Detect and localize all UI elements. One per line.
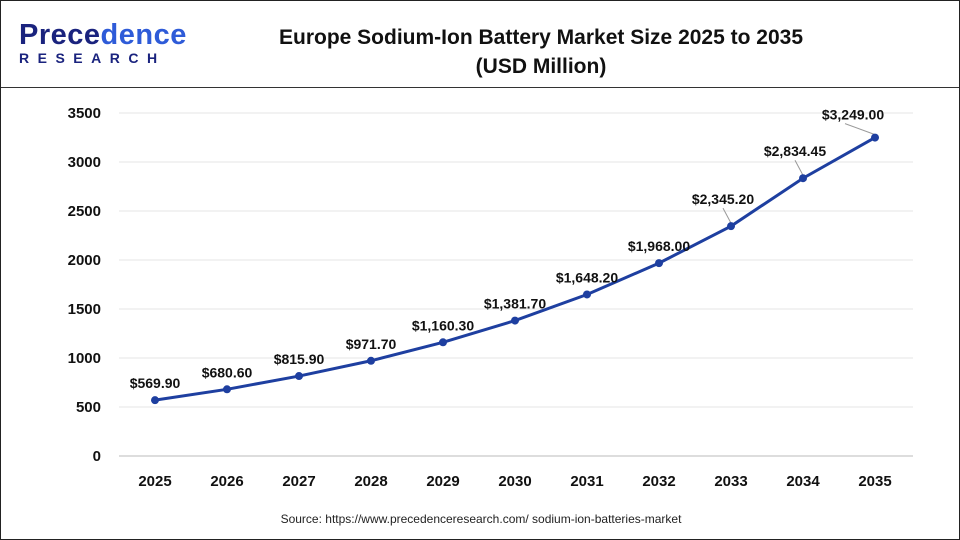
x-tick-label: 2033 [714, 473, 747, 490]
data-label: $2,345.20 [692, 191, 754, 207]
data-label: $680.60 [202, 364, 253, 380]
data-point [655, 259, 663, 268]
data-label: $1,648.20 [556, 269, 618, 285]
y-tick-label: 500 [76, 399, 101, 416]
x-tick-label: 2034 [786, 473, 820, 490]
data-label: $3,249.00 [822, 107, 884, 123]
data-point [151, 396, 159, 405]
title-line-2: (USD Million) [475, 55, 607, 78]
data-point [871, 133, 879, 142]
label-leader-line [844, 123, 876, 136]
y-tick-label: 0 [93, 448, 101, 465]
data-point [799, 174, 807, 183]
data-point [223, 385, 231, 394]
data-label: $2,834.45 [764, 143, 826, 159]
x-tick-label: 2028 [354, 473, 387, 490]
label-leader-line [794, 159, 804, 176]
data-label: $569.90 [130, 375, 181, 391]
x-tick-label: 2025 [138, 473, 171, 490]
x-tick-label: 2031 [570, 473, 603, 490]
x-tick-label: 2029 [426, 473, 459, 490]
title-line-1: Europe Sodium-Ion Battery Market Size 20… [279, 26, 803, 49]
y-tick-label: 2500 [68, 203, 101, 220]
series-line [154, 136, 876, 402]
y-tick-label: 2000 [68, 252, 101, 269]
x-tick-label: 2030 [498, 473, 531, 490]
logo-sub-text: RESEARCH [19, 50, 166, 66]
data-label: $971.70 [346, 336, 397, 352]
header-divider [1, 87, 959, 88]
data-point [367, 356, 375, 365]
y-tick-label: 3500 [68, 105, 101, 122]
data-point [439, 338, 447, 347]
logo: Precedence RESEARCH [19, 19, 187, 67]
data-point [727, 222, 735, 231]
x-tick-label: 2035 [858, 473, 891, 490]
x-tick-label: 2027 [282, 473, 315, 490]
data-label: $1,160.30 [412, 317, 474, 333]
data-point [511, 316, 519, 325]
data-label: $1,968.00 [628, 238, 690, 254]
chart-title: Europe Sodium-Ion Battery Market Size 20… [231, 23, 851, 81]
logo-main-text: Precedence [19, 19, 187, 51]
source-text: Source: https://www.precedenceresearch.c… [280, 512, 682, 526]
x-tick-label: 2032 [642, 473, 675, 490]
x-tick-label: 2026 [210, 473, 243, 490]
y-tick-label: 3000 [68, 154, 101, 171]
y-tick-label: 1500 [68, 301, 101, 318]
label-leader-line [722, 207, 732, 224]
y-tick-label: 1000 [68, 350, 101, 367]
data-point [583, 290, 591, 299]
data-label: $815.90 [274, 351, 325, 367]
data-label: $1,381.70 [484, 296, 546, 312]
data-point [295, 372, 303, 381]
